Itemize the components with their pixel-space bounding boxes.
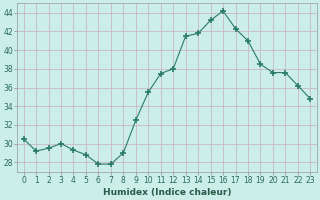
X-axis label: Humidex (Indice chaleur): Humidex (Indice chaleur) xyxy=(103,188,231,197)
